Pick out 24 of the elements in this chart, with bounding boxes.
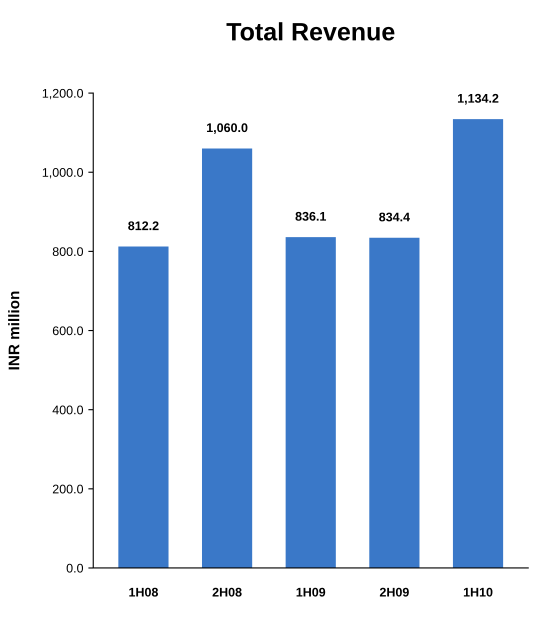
bar	[286, 237, 336, 568]
x-tick-label: 1H08	[129, 588, 158, 597]
y-tick-label: 400.0	[52, 405, 84, 414]
x-tick-label: 1H09	[296, 588, 326, 597]
bar	[369, 238, 420, 568]
y-axis-title: INR million	[8, 292, 20, 370]
y-tick-label: 600.0	[52, 326, 84, 336]
bar	[452, 119, 504, 568]
data-label: 836.1	[295, 212, 326, 221]
x-tick-label: 2H08	[212, 588, 242, 597]
data-label: 812.2	[128, 221, 159, 230]
data-label: 1,134.2	[458, 94, 498, 105]
y-tick-label: 800.0	[52, 247, 84, 256]
data-label: 834.4	[379, 212, 410, 222]
x-tick-label: 2H09	[380, 588, 409, 597]
chart-title: Total Revenue	[226, 22, 394, 41]
bar	[118, 246, 169, 568]
bar	[202, 148, 252, 568]
x-tick-label: 1H10	[464, 588, 492, 597]
y-tick-label: 0.0	[66, 564, 84, 573]
y-tick-label: 1,200.0	[42, 88, 84, 100]
y-tick-label: 200.0	[52, 484, 84, 494]
y-tick-label: 1,000.0	[42, 168, 84, 178]
data-label: 1,060.0	[207, 123, 248, 134]
